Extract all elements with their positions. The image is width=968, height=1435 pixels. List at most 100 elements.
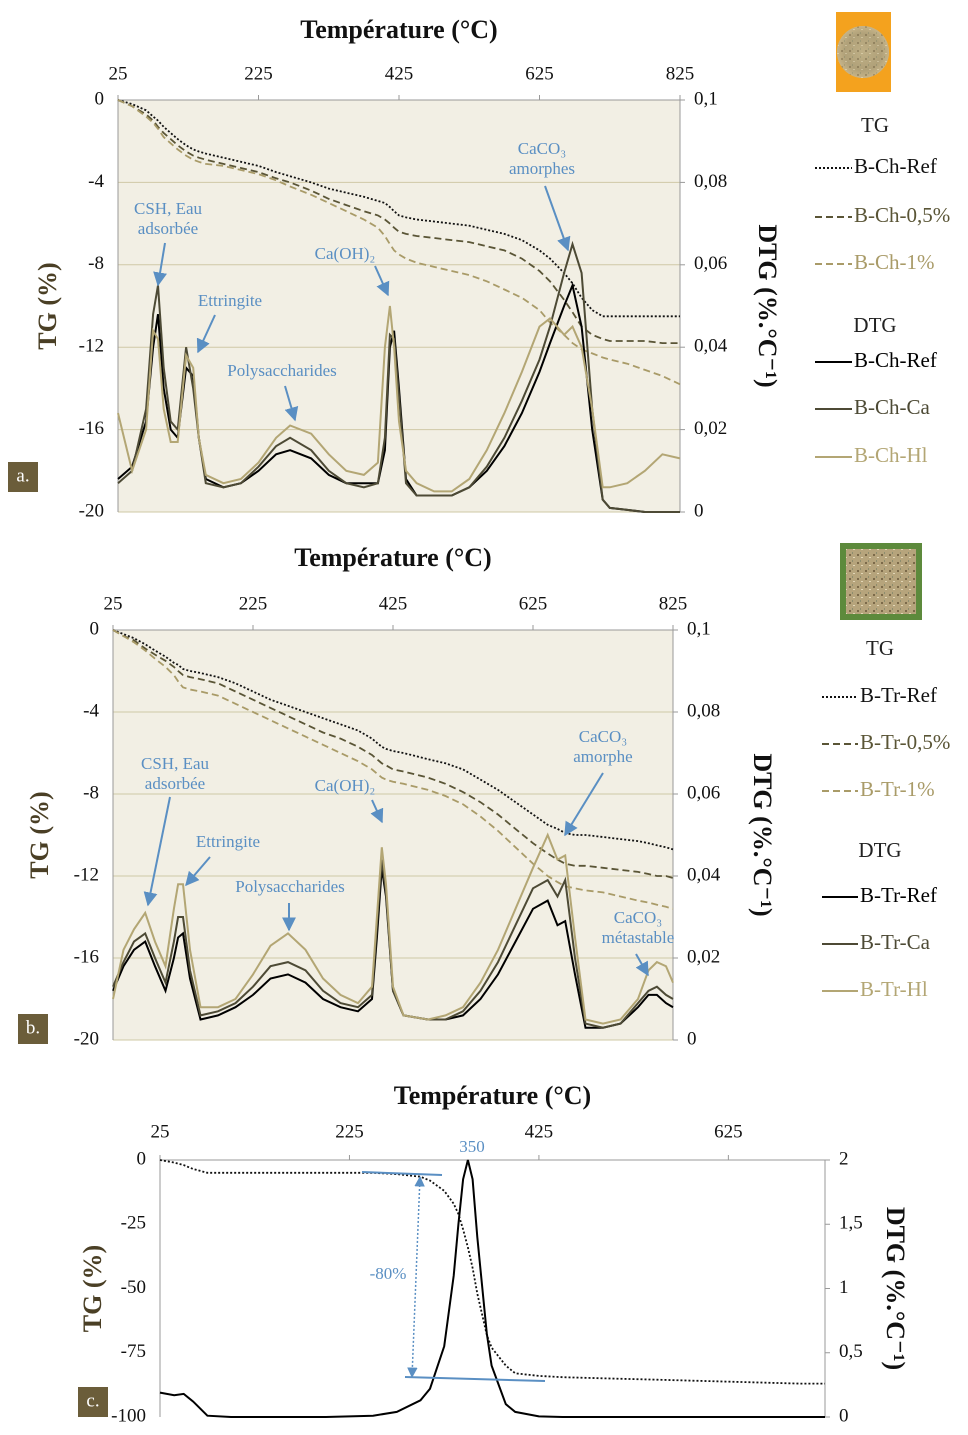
y-tick-label: 0 (137, 1148, 147, 1169)
y-tick-label: -4 (83, 700, 99, 721)
annotation: Polysaccharides (227, 361, 337, 380)
annotation-arrow (196, 314, 216, 354)
x-tick-label: 625 (525, 63, 554, 84)
y-axis-label: TG (%) (33, 262, 62, 349)
plot-background (118, 100, 680, 512)
panel-label-box (18, 1014, 48, 1044)
y-tick-label: -20 (74, 1028, 99, 1049)
legend-label: B-Ch-Hl (854, 443, 928, 467)
legend-title: TG (866, 636, 894, 660)
x-tick-label: 25 (104, 593, 123, 614)
series-line (112, 832, 674, 1025)
y-axis-label: TG (%) (78, 1245, 107, 1332)
annotation-arrow (635, 953, 649, 977)
legend-label: B-Tr-1% (860, 777, 935, 801)
y-tick-label: -25 (121, 1213, 146, 1234)
sample-image-a (836, 12, 891, 92)
y-tick-label: 0 (95, 88, 105, 109)
legend-label: B-Ch-1% (854, 250, 935, 274)
x-tick-label: 225 (244, 63, 273, 84)
y-tick-label: -100 (111, 1405, 146, 1426)
y2-tick-label: 0,06 (687, 782, 720, 803)
annotation-arrow (153, 242, 167, 287)
legend-title: DTG (858, 838, 901, 862)
annotation: 350 (459, 1137, 485, 1156)
annotation: Ettringite (196, 832, 260, 851)
annotation: CaCO₃ (579, 727, 628, 746)
annotation: -80% (370, 1264, 407, 1283)
y2-tick-label: 0,08 (694, 171, 727, 192)
y2-tick-label: 0 (839, 1405, 849, 1426)
y-tick-label: -8 (88, 253, 104, 274)
y-tick-label: -20 (79, 500, 104, 521)
panel-label: a. (16, 465, 29, 486)
x-tick-label: 825 (659, 593, 688, 614)
chart-title: Température (°C) (300, 15, 497, 44)
plot-background (160, 1160, 825, 1417)
annotation: CSH, Eau (134, 199, 203, 218)
y2-tick-label: 0,04 (694, 336, 728, 357)
y2-tick-label: 0,08 (687, 700, 720, 721)
x-tick-label: 625 (519, 593, 548, 614)
y-tick-label: -4 (88, 171, 104, 192)
series-line (117, 305, 681, 493)
series-line (117, 99, 680, 318)
annotation: Ca(OH)₂ (315, 776, 376, 795)
y2-axis-label: DTG (%.°C⁻¹) (753, 224, 782, 387)
annotation-arrow (370, 799, 384, 824)
panel-label: c. (86, 1390, 99, 1411)
series-line (117, 99, 681, 386)
chart-panel: -20 -16 -12 -8 -4 0 0 0,02 0,04 0,06 0,08 0,1 25 225 4… (18, 543, 950, 1049)
legend-label: B-Tr-Ca (860, 930, 931, 954)
legend-title: TG (861, 113, 889, 137)
annotation-arrow (564, 772, 604, 837)
x-tick-label: 225 (335, 1121, 364, 1142)
legend-title: DTG (853, 313, 896, 337)
tangent-line (361, 1171, 443, 1176)
legend-label: B-Ch-Ca (854, 395, 931, 419)
annotation: adsorbée (145, 774, 205, 793)
annotation-arrow (185, 856, 211, 887)
y-axis-label: TG (%) (25, 791, 54, 878)
series-line (117, 99, 680, 344)
x-tick-label: 825 (666, 63, 695, 84)
y2-axis-label: DTG (%.°C⁻¹) (881, 1207, 910, 1370)
annotation: CaCO₃ (518, 139, 567, 158)
y2-tick-label: 0 (687, 1028, 697, 1049)
annotation-arrow (544, 185, 571, 252)
x-tick-label: 425 (525, 1121, 554, 1142)
mass-loss-arrow (407, 1175, 425, 1379)
y2-tick-label: 0,06 (694, 253, 727, 274)
x-tick-label: 425 (385, 63, 414, 84)
tangent-line (404, 1376, 546, 1382)
annotation-arrow (374, 265, 390, 297)
legend-label: B-Ch-0,5% (854, 203, 950, 227)
x-tick-label: 425 (379, 593, 408, 614)
series-line (112, 629, 674, 851)
x-tick-label: 625 (714, 1121, 743, 1142)
series-line (112, 629, 674, 910)
y2-tick-label: 0 (694, 500, 704, 521)
panel-label: b. (26, 1017, 40, 1038)
annotation: CSH, Eau (141, 754, 210, 773)
series-line (159, 1159, 825, 1385)
annotation-arrow (143, 796, 171, 907)
y2-tick-label: 2 (839, 1148, 849, 1169)
y-tick-label: -16 (79, 418, 104, 439)
chart-title: Température (°C) (294, 543, 491, 572)
series-line (112, 629, 674, 879)
x-tick-label: 25 (151, 1121, 170, 1142)
y-tick-label: -12 (79, 336, 104, 357)
legend-label: B-Tr-Ref (860, 683, 937, 707)
legend-label: B-Ch-Ref (854, 348, 937, 372)
sample-image-b (840, 543, 922, 620)
y-tick-label: -12 (74, 864, 99, 885)
panel-label-box (78, 1387, 108, 1417)
x-tick-label: 225 (239, 593, 268, 614)
annotation: amorphe (573, 747, 632, 766)
y2-tick-label: 0,02 (687, 946, 720, 967)
y2-tick-label: 1,5 (839, 1213, 863, 1234)
y2-tick-label: 1 (839, 1277, 849, 1298)
